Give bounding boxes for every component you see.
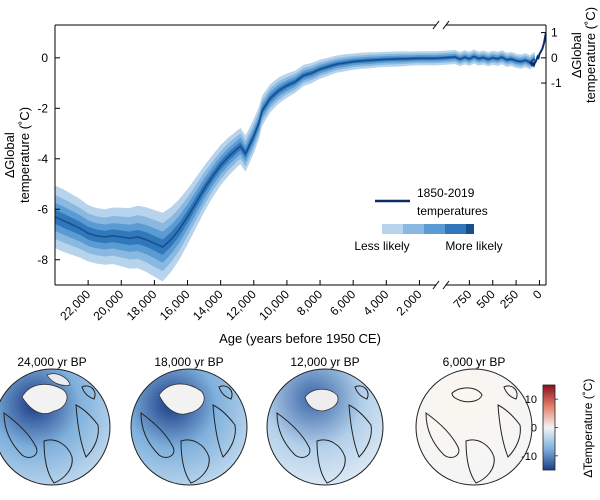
legend-swatch-5 <box>466 224 474 234</box>
x-tick-label: 14,000 <box>190 287 226 323</box>
x-tick-label: 500 <box>474 287 498 311</box>
x-axis-label: Age (years before 1950 CE) <box>219 331 381 346</box>
reconstruction-median-line <box>55 57 436 249</box>
reconstruction-band-mid2 <box>55 55 436 263</box>
colorbar-tick-label: -10 <box>521 451 537 463</box>
x-tick-label: 12,000 <box>223 287 259 323</box>
colorbar: 10 0 -10 ∆Temperature (˚C) <box>521 379 595 478</box>
coastline <box>451 387 483 403</box>
legend-line-label-1: 1850-2019 <box>417 186 475 200</box>
legend-swatch-1 <box>382 224 403 234</box>
temperature-anomaly-maps: 24,000 yr BP 18,000 yr BP 12,000 yr BP 6… <box>0 355 595 486</box>
colorbar-gradient <box>542 384 556 471</box>
coastline <box>3 412 38 458</box>
colorbar-tick-label: 0 <box>531 423 537 435</box>
colorbar-tick-label: 10 <box>525 394 537 406</box>
ice-sheet <box>304 388 339 412</box>
ice-sheet <box>21 383 68 414</box>
y-left-tick-label: -2 <box>37 101 48 115</box>
globe-12000 <box>266 368 384 486</box>
globe-6000 <box>415 368 533 486</box>
instrumental-series-line <box>529 32 546 68</box>
coastline <box>276 412 311 458</box>
y-axis-label-right-line2: temperature (˚C) <box>583 7 598 103</box>
legend-swatch-3 <box>424 224 445 234</box>
map-label-18000: 18,000 yr BP <box>154 355 223 369</box>
map-label-24000: 24,000 yr BP <box>17 355 86 369</box>
y-axis-right-ticks: 1 0 -1 <box>541 26 562 90</box>
series-lines <box>529 32 546 68</box>
x-tick-label: 6,000 <box>327 287 358 318</box>
y-axis-left-ticks: 0 -2 -4 -6 -8 <box>37 51 60 267</box>
y-left-tick-label: -8 <box>37 253 48 267</box>
colorbar-ticks: 10 0 -10 <box>521 394 558 463</box>
y-left-tick-label: 0 <box>41 51 48 65</box>
map-label-12000: 12,000 yr BP <box>290 355 359 369</box>
legend-swatch-2 <box>403 224 424 234</box>
y-right-tick-label: 0 <box>551 51 558 65</box>
reconstruction-band-mid1 <box>55 53 436 272</box>
y-axis-label-left-line1: ∆Global <box>2 132 17 178</box>
legend-less-likely: Less likely <box>354 239 409 253</box>
colorbar-title: ∆Temperature (˚C) <box>581 379 595 478</box>
legend-more-likely: More likely <box>445 239 502 253</box>
y-left-tick-label: -6 <box>37 202 48 216</box>
y-left-tick-label: -4 <box>37 152 48 166</box>
probability-bands <box>55 49 536 282</box>
legend: 1850-2019 temperatures Less likely More … <box>354 186 502 253</box>
x-tick-label: 750 <box>450 287 474 311</box>
temperature-timeseries-chart: 0-2-4-6-8 10-1 22,00020,00018,00016,0001… <box>2 7 598 346</box>
recent-median-line <box>435 55 536 64</box>
ice-sheet <box>158 383 205 415</box>
x-tick-label: 0 <box>530 287 545 302</box>
legend-swatch-4 <box>445 224 466 234</box>
legend-likelihood-scale <box>382 224 474 234</box>
x-tick-label: 22,000 <box>57 287 93 323</box>
x-tick-label: 18,000 <box>124 287 160 323</box>
x-tick-label: 8,000 <box>294 287 325 318</box>
x-tick-label: 2,000 <box>393 287 424 318</box>
x-tick-label: 16,000 <box>157 287 193 323</box>
y-right-tick-label: 1 <box>551 26 558 40</box>
x-tick-label: 4,000 <box>360 287 391 318</box>
x-tick-label: 10,000 <box>256 287 292 323</box>
axis-break-top <box>432 20 450 30</box>
globe-18000 <box>130 368 248 486</box>
coastline <box>140 412 175 458</box>
x-tick-label: 20,000 <box>91 287 127 323</box>
reconstruction-band-inner <box>55 56 436 255</box>
y-axis-label-left-line2: temperature (˚C) <box>17 107 32 203</box>
globe-24000 <box>0 368 111 486</box>
y-axis-label-right-line1: ∆Global <box>569 32 584 78</box>
y-right-tick-label: -1 <box>551 76 562 90</box>
legend-line-label-2: temperatures <box>417 204 488 218</box>
x-axis-ticks: 22,00020,00018,00016,00014,00012,00010,0… <box>57 280 545 323</box>
x-tick-label: 250 <box>497 287 521 311</box>
axis-break-bottom <box>432 280 450 290</box>
recent-band-inner <box>436 55 535 64</box>
map-label-6000: 6,000 yr BP <box>443 355 506 369</box>
